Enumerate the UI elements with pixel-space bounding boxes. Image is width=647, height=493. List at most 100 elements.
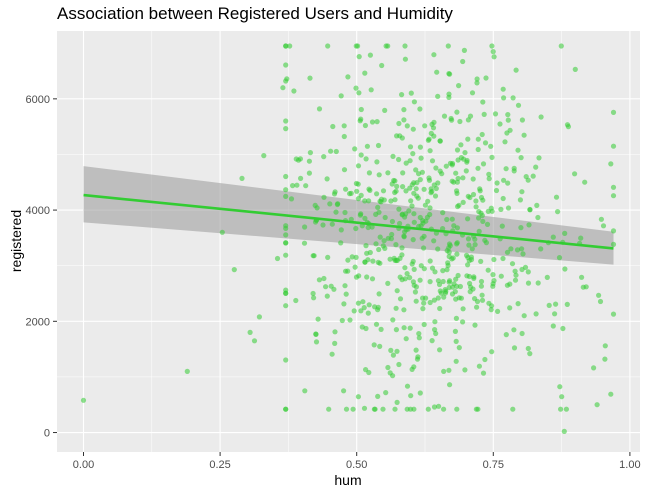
data-point bbox=[354, 188, 360, 194]
data-point bbox=[362, 259, 368, 265]
data-point bbox=[408, 90, 414, 96]
data-point bbox=[449, 117, 455, 123]
data-point bbox=[429, 338, 435, 344]
data-point bbox=[291, 88, 297, 94]
data-point bbox=[369, 119, 376, 125]
data-point bbox=[362, 122, 368, 129]
data-point bbox=[347, 191, 353, 197]
data-point bbox=[503, 332, 509, 338]
x-tick-label: 1.00 bbox=[619, 459, 640, 471]
data-point bbox=[462, 150, 468, 156]
data-point bbox=[385, 280, 391, 286]
data-point bbox=[610, 109, 617, 115]
data-point bbox=[415, 195, 421, 201]
data-point bbox=[472, 322, 478, 328]
data-point bbox=[392, 406, 398, 412]
data-point bbox=[417, 144, 423, 150]
data-point bbox=[409, 366, 415, 372]
data-point bbox=[423, 295, 429, 301]
data-point bbox=[454, 179, 460, 185]
data-point bbox=[608, 391, 614, 397]
data-point bbox=[341, 301, 347, 307]
data-point bbox=[358, 152, 364, 158]
data-point bbox=[431, 52, 437, 58]
data-point bbox=[311, 295, 317, 301]
data-point bbox=[416, 331, 422, 337]
data-point bbox=[467, 289, 473, 295]
data-point bbox=[303, 183, 309, 189]
data-point bbox=[419, 235, 425, 241]
data-point bbox=[410, 151, 416, 157]
data-point bbox=[342, 283, 348, 289]
data-point bbox=[431, 133, 437, 139]
data-point bbox=[446, 253, 452, 260]
data-point bbox=[369, 276, 376, 282]
x-tick-label: 0.25 bbox=[209, 459, 230, 471]
data-point bbox=[316, 277, 322, 283]
data-point bbox=[362, 198, 368, 204]
data-point bbox=[80, 397, 87, 403]
data-point bbox=[442, 287, 448, 293]
data-point bbox=[334, 201, 340, 208]
data-point bbox=[376, 172, 382, 178]
data-point bbox=[453, 338, 459, 344]
data-point bbox=[356, 273, 362, 279]
data-point bbox=[429, 188, 435, 195]
data-point bbox=[429, 158, 436, 164]
data-point bbox=[478, 258, 484, 264]
data-point bbox=[412, 289, 418, 295]
data-point bbox=[362, 70, 368, 76]
data-point bbox=[598, 216, 605, 222]
data-point bbox=[371, 342, 377, 348]
data-point bbox=[489, 349, 495, 355]
data-point bbox=[347, 317, 353, 323]
data-point bbox=[369, 224, 375, 230]
data-point bbox=[608, 161, 614, 167]
x-tick-label: 0.75 bbox=[483, 459, 504, 471]
data-point bbox=[311, 253, 317, 259]
data-point bbox=[283, 252, 289, 258]
data-point bbox=[564, 301, 570, 307]
data-point bbox=[416, 335, 422, 341]
data-point bbox=[454, 241, 460, 247]
data-point bbox=[327, 201, 333, 207]
data-point bbox=[495, 308, 501, 314]
data-point bbox=[399, 211, 405, 217]
data-point bbox=[479, 212, 485, 219]
data-point bbox=[385, 364, 391, 371]
data-point bbox=[457, 118, 463, 125]
data-point bbox=[338, 240, 344, 246]
data-point bbox=[544, 274, 550, 280]
data-point bbox=[385, 170, 391, 176]
data-point bbox=[394, 288, 400, 294]
data-point bbox=[402, 229, 408, 235]
data-point bbox=[446, 94, 452, 100]
data-point bbox=[490, 49, 496, 55]
data-point bbox=[358, 106, 364, 113]
data-point bbox=[343, 406, 350, 412]
data-point bbox=[321, 194, 327, 200]
data-point bbox=[427, 299, 433, 306]
data-point bbox=[325, 254, 331, 260]
data-point bbox=[482, 356, 488, 363]
data-point bbox=[533, 311, 539, 317]
data-point bbox=[451, 281, 457, 287]
data-point bbox=[393, 242, 399, 248]
data-point bbox=[283, 232, 289, 238]
data-point bbox=[479, 131, 485, 138]
data-point bbox=[390, 317, 396, 323]
data-point bbox=[480, 218, 486, 224]
data-point bbox=[435, 278, 441, 284]
data-point bbox=[324, 293, 330, 299]
data-point bbox=[505, 117, 511, 123]
data-point bbox=[325, 43, 331, 49]
data-point bbox=[483, 75, 489, 81]
data-point bbox=[455, 272, 461, 279]
data-point bbox=[437, 347, 443, 353]
data-point bbox=[364, 274, 370, 280]
data-point bbox=[453, 296, 459, 302]
data-point bbox=[389, 231, 395, 238]
data-point bbox=[399, 252, 405, 258]
data-point bbox=[394, 183, 400, 189]
data-point bbox=[610, 143, 617, 149]
